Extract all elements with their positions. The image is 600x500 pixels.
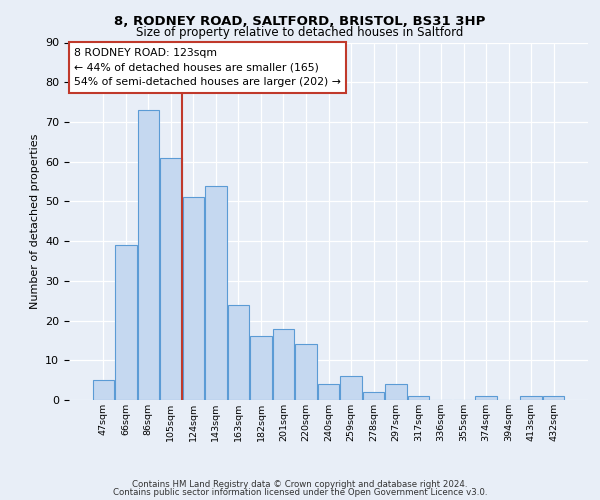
Text: Size of property relative to detached houses in Saltford: Size of property relative to detached ho… (136, 26, 464, 39)
Text: Contains HM Land Registry data © Crown copyright and database right 2024.: Contains HM Land Registry data © Crown c… (132, 480, 468, 489)
Bar (408, 396, 429, 400)
Bar (475, 396, 497, 400)
Bar (295, 344, 317, 400)
Bar (182, 198, 204, 400)
Bar (340, 376, 362, 400)
Text: 8 RODNEY ROAD: 123sqm
← 44% of detached houses are smaller (165)
54% of semi-det: 8 RODNEY ROAD: 123sqm ← 44% of detached … (74, 48, 341, 88)
Bar (543, 396, 565, 400)
Text: 8, RODNEY ROAD, SALTFORD, BRISTOL, BS31 3HP: 8, RODNEY ROAD, SALTFORD, BRISTOL, BS31 … (115, 15, 485, 28)
Bar (160, 158, 182, 400)
Bar (273, 328, 294, 400)
Bar (205, 186, 227, 400)
Bar (385, 384, 407, 400)
Bar (115, 245, 137, 400)
Bar (318, 384, 339, 400)
Bar (250, 336, 272, 400)
Bar (363, 392, 384, 400)
Text: Contains public sector information licensed under the Open Government Licence v3: Contains public sector information licen… (113, 488, 487, 497)
Bar (228, 304, 249, 400)
Y-axis label: Number of detached properties: Number of detached properties (29, 134, 40, 309)
Bar (92, 380, 114, 400)
Bar (137, 110, 159, 400)
Bar (520, 396, 542, 400)
